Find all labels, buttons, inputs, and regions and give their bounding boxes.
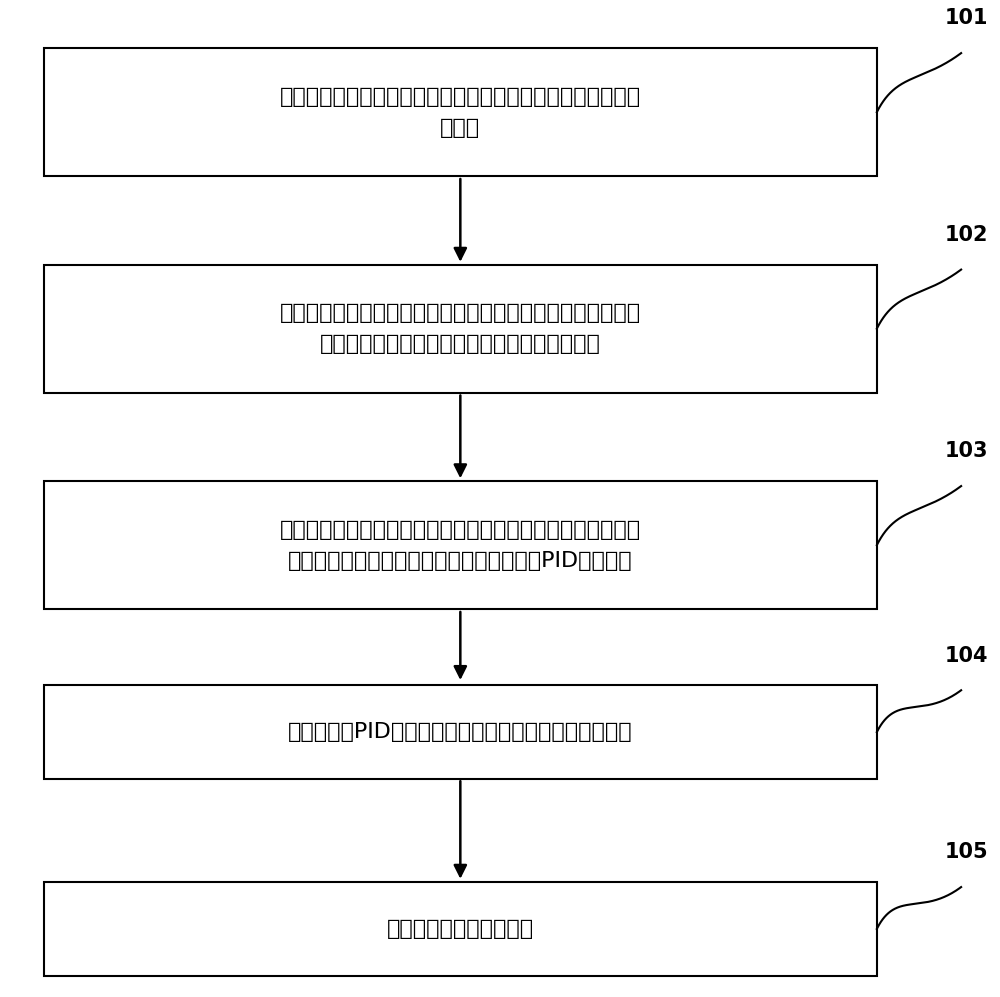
Text: 101: 101: [944, 9, 988, 29]
Text: 根据神经网络优化算法计算得到其输入变量的隶属度，所述神
经网络优化算法的输入变量为误差和误差变化率: 根据神经网络优化算法计算得到其输入变量的隶属度，所述神 经网络优化算法的输入变量…: [280, 303, 641, 354]
Text: 根据误差和PID控制参数，计算得到被控对象的控制参数: 根据误差和PID控制参数，计算得到被控对象的控制参数: [288, 722, 633, 742]
FancyBboxPatch shape: [44, 264, 877, 393]
FancyBboxPatch shape: [44, 48, 877, 176]
FancyBboxPatch shape: [44, 482, 877, 609]
FancyBboxPatch shape: [44, 882, 877, 976]
Text: 104: 104: [944, 646, 988, 666]
Text: 将误差和误差变化率作为输入变量，根据误差的隶属度和误差
变化率的隶属度，采用模糊控制算法计算出PID控制参数: 将误差和误差变化率作为输入变量，根据误差的隶属度和误差 变化率的隶属度，采用模糊…: [280, 519, 641, 570]
Text: 向被控对象输入控制参数: 向被控对象输入控制参数: [387, 919, 534, 939]
Text: 103: 103: [944, 442, 988, 462]
Text: 获取被控对象的目标量和实际输出，所述目标量减去实际输出
为误差: 获取被控对象的目标量和实际输出，所述目标量减去实际输出 为误差: [280, 87, 641, 138]
Text: 105: 105: [944, 842, 988, 862]
FancyBboxPatch shape: [44, 685, 877, 779]
Text: 102: 102: [944, 225, 988, 245]
